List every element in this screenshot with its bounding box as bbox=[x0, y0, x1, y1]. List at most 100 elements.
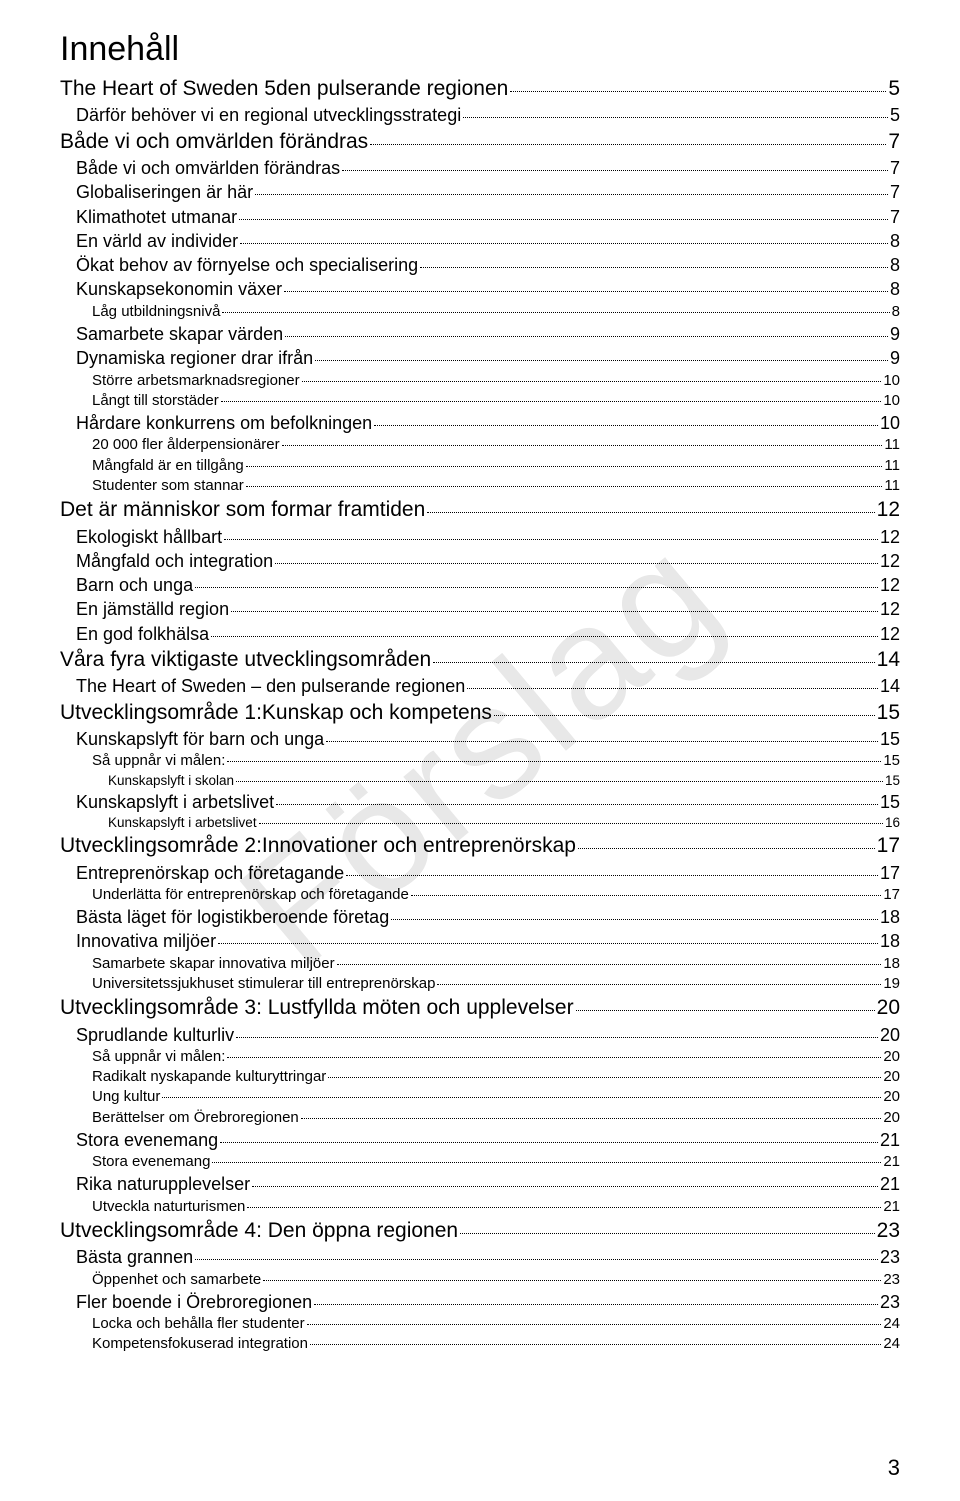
toc-entry-page: 17 bbox=[883, 885, 900, 905]
toc-row: Utvecklingsområde 1:Kunskap och kompeten… bbox=[60, 699, 900, 727]
toc-row: 20 000 fler ålderpensionärer 11 bbox=[92, 435, 900, 455]
toc-entry-text: Både vi och omvärlden förändras bbox=[60, 128, 368, 156]
toc-entry-page: 23 bbox=[880, 1245, 900, 1269]
toc-entry-text: Mångfald är en tillgång bbox=[92, 456, 244, 476]
toc-entry-page: 12 bbox=[880, 622, 900, 646]
toc-entry-text: Så uppnår vi målen: bbox=[92, 751, 225, 771]
toc-entry-page: 8 bbox=[890, 229, 900, 253]
toc-leader-dots bbox=[246, 466, 883, 467]
toc-leader-dots bbox=[460, 1233, 875, 1234]
toc-leader-dots bbox=[301, 1118, 882, 1119]
toc-row: Bästa grannen 23 bbox=[76, 1245, 900, 1269]
toc-row: Så uppnår vi målen:20 bbox=[92, 1047, 900, 1067]
toc-entry-text: Mångfald och integration bbox=[76, 549, 273, 573]
toc-entry-text: Utvecklingsområde 3: Lustfyllda möten oc… bbox=[60, 994, 574, 1022]
toc-leader-dots bbox=[411, 895, 881, 896]
toc-row: Utvecklingsområde 3: Lustfyllda möten oc… bbox=[60, 994, 900, 1022]
toc-leader-dots bbox=[314, 1304, 878, 1305]
toc-row: Så uppnår vi målen:15 bbox=[92, 751, 900, 771]
toc-entry-page: 24 bbox=[883, 1314, 900, 1334]
toc-row: Berättelser om Örebroregionen 20 bbox=[92, 1108, 900, 1128]
toc-row: Utvecklingsområde 2:Innovationer och ent… bbox=[60, 832, 900, 860]
toc-entry-text: Utvecklingsområde 1:Kunskap och kompeten… bbox=[60, 699, 492, 727]
document-page: Förslag Innehåll The Heart of Sweden 5de… bbox=[0, 0, 960, 1501]
toc-entry-text: Fler boende i Örebroregionen bbox=[76, 1290, 312, 1314]
toc-leader-dots bbox=[463, 117, 888, 118]
toc-leader-dots bbox=[284, 291, 888, 292]
toc-row: Rika naturupplevelser21 bbox=[76, 1172, 900, 1196]
toc-leader-dots bbox=[346, 875, 878, 876]
toc-row: Det är människor som formar framtiden12 bbox=[60, 496, 900, 524]
toc-row: Ökat behov av förnyelse och specialiseri… bbox=[76, 253, 900, 277]
toc-leader-dots bbox=[282, 445, 883, 446]
toc-row: Låg utbildningsnivå8 bbox=[92, 302, 900, 322]
toc-entry-text: Rika naturupplevelser bbox=[76, 1172, 250, 1196]
toc-leader-dots bbox=[195, 587, 878, 588]
toc-entry-text: Ekologiskt hållbart bbox=[76, 525, 222, 549]
toc-leader-dots bbox=[576, 1010, 875, 1011]
toc-entry-page: 12 bbox=[877, 496, 900, 524]
toc-entry-page: 12 bbox=[880, 549, 900, 573]
toc-entry-text: Samarbete skapar innovativa miljöer bbox=[92, 954, 335, 974]
toc-entry-text: Utveckla naturturismen bbox=[92, 1197, 245, 1217]
toc-entry-page: 18 bbox=[880, 929, 900, 953]
toc-leader-dots bbox=[227, 761, 881, 762]
toc-row: Innovativa miljöer18 bbox=[76, 929, 900, 953]
toc-entry-text: 20 000 fler ålderpensionärer bbox=[92, 435, 280, 455]
toc-leader-dots bbox=[220, 1142, 878, 1143]
toc-entry-text: Globaliseringen är här bbox=[76, 180, 253, 204]
toc-entry-page: 23 bbox=[877, 1217, 900, 1245]
toc-entry-text: Ökat behov av förnyelse och specialiseri… bbox=[76, 253, 418, 277]
toc-entry-page: 20 bbox=[883, 1067, 900, 1087]
toc-row: Kompetensfokuserad integration24 bbox=[92, 1334, 900, 1354]
toc-row: Globaliseringen är här7 bbox=[76, 180, 900, 204]
toc-entry-text: Både vi och omvärlden förändras bbox=[76, 156, 340, 180]
toc-entry-text: Universitetssjukhuset stimulerar till en… bbox=[92, 974, 435, 994]
toc-entry-page: 20 bbox=[883, 1087, 900, 1107]
toc-row: Våra fyra viktigaste utvecklingsområden1… bbox=[60, 646, 900, 674]
toc-entry-page: 21 bbox=[883, 1197, 900, 1217]
toc-leader-dots bbox=[162, 1097, 881, 1098]
toc-entry-text: En god folkhälsa bbox=[76, 622, 209, 646]
toc-row: Mångfald och integration 12 bbox=[76, 549, 900, 573]
toc-entry-page: 7 bbox=[888, 128, 900, 156]
toc-entry-text: Stora evenemang bbox=[76, 1128, 218, 1152]
toc-leader-dots bbox=[227, 1057, 881, 1058]
toc-entry-text: Så uppnår vi målen: bbox=[92, 1047, 225, 1067]
toc-entry-text: Berättelser om Örebroregionen bbox=[92, 1108, 299, 1128]
toc-row: Fler boende i Örebroregionen23 bbox=[76, 1290, 900, 1314]
toc-leader-dots bbox=[302, 381, 882, 382]
toc-leader-dots bbox=[222, 312, 889, 313]
toc-row: The Heart of Sweden 5den pulserande regi… bbox=[60, 75, 900, 103]
toc-row: Barn och unga12 bbox=[76, 573, 900, 597]
toc-leader-dots bbox=[342, 170, 888, 171]
toc-entry-text: Bästa grannen bbox=[76, 1245, 193, 1269]
toc-entry-page: 9 bbox=[890, 322, 900, 346]
toc-row: Kunskapslyft i arbetslivet15 bbox=[76, 790, 900, 814]
toc-row: Underlätta för entreprenörskap och föret… bbox=[92, 885, 900, 905]
toc-leader-dots bbox=[315, 360, 888, 361]
toc-leader-dots bbox=[467, 688, 878, 689]
toc-entry-page: 12 bbox=[880, 573, 900, 597]
toc-entry-page: 20 bbox=[883, 1108, 900, 1128]
toc-leader-dots bbox=[494, 715, 875, 716]
toc-leader-dots bbox=[263, 1280, 881, 1281]
toc-row: Klimathotet utmanar7 bbox=[76, 205, 900, 229]
toc-leader-dots bbox=[275, 563, 878, 564]
toc-entry-page: 11 bbox=[884, 435, 900, 455]
toc-entry-text: Kunskapsekonomin växer bbox=[76, 277, 282, 301]
toc-leader-dots bbox=[433, 662, 874, 663]
toc-entry-page: 8 bbox=[890, 253, 900, 277]
toc-entry-text: Kunskapslyft i arbetslivet bbox=[108, 814, 257, 832]
toc-entry-page: 21 bbox=[883, 1152, 900, 1172]
toc-entry-text: Bästa läget för logistikberoende företag bbox=[76, 905, 389, 929]
toc-entry-text: Ung kultur bbox=[92, 1087, 160, 1107]
toc-leader-dots bbox=[240, 243, 888, 244]
toc-entry-text: Kompetensfokuserad integration bbox=[92, 1334, 308, 1354]
toc-entry-text: Dynamiska regioner drar ifrån bbox=[76, 346, 313, 370]
toc-entry-page: 10 bbox=[880, 411, 900, 435]
toc-row: Hårdare konkurrens om befolkningen10 bbox=[76, 411, 900, 435]
toc-leader-dots bbox=[326, 741, 878, 742]
toc-entry-text: Kunskapslyft i skolan bbox=[108, 772, 234, 790]
toc-entry-text: Sprudlande kulturliv bbox=[76, 1023, 234, 1047]
